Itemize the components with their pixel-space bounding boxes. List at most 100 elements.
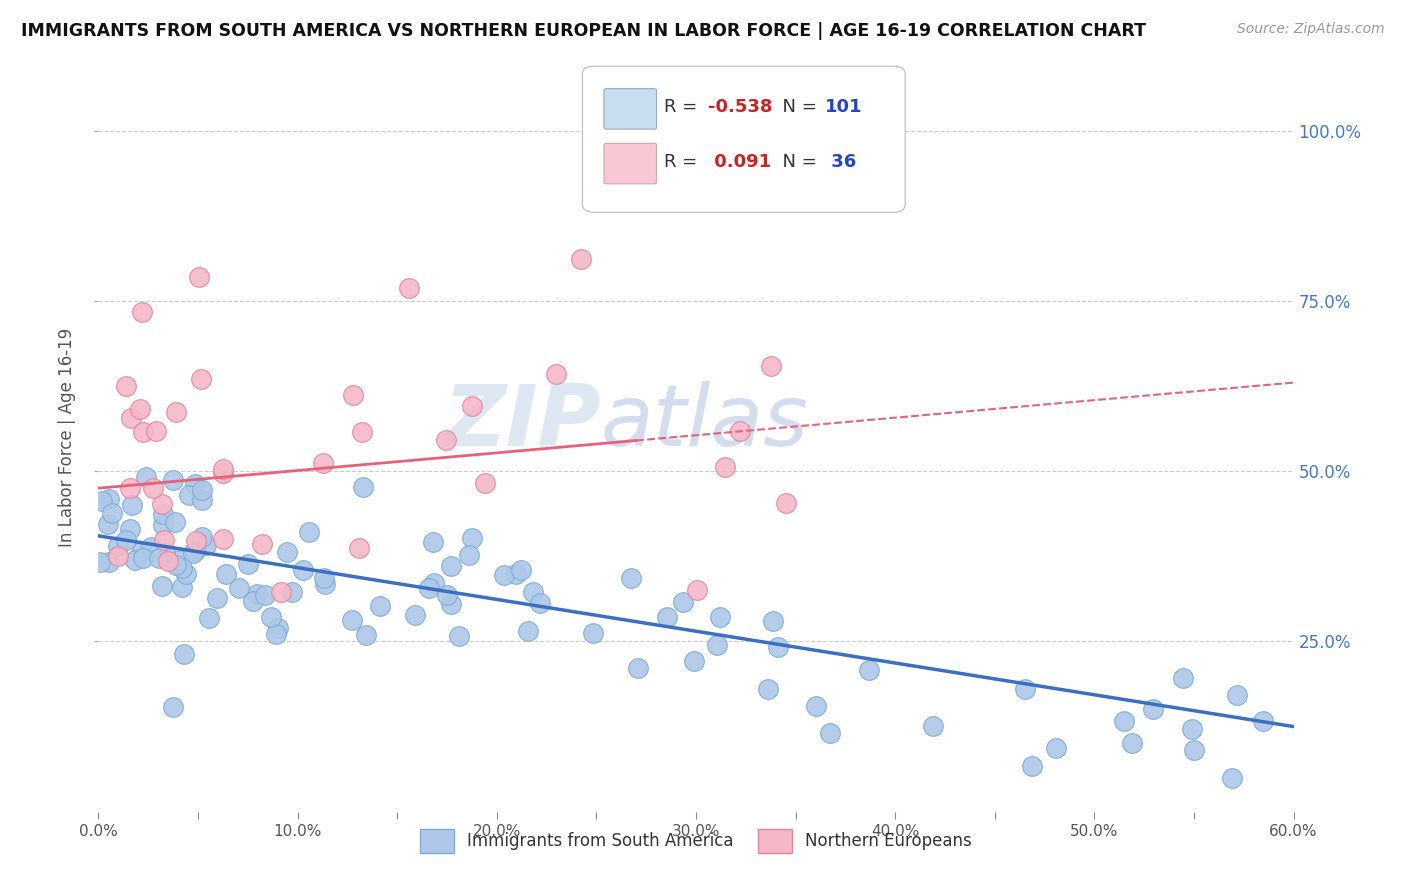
Point	[804, 699, 827, 714]
Point	[97, 491, 120, 506]
Point	[276, 545, 298, 559]
Point	[298, 525, 321, 540]
FancyBboxPatch shape	[605, 144, 657, 184]
Point	[205, 591, 228, 605]
Point	[922, 718, 945, 732]
Point	[818, 726, 841, 740]
Point	[312, 571, 335, 585]
Point	[215, 567, 238, 582]
Point	[177, 488, 200, 502]
Point	[1142, 702, 1164, 716]
Point	[186, 534, 208, 549]
Point	[152, 518, 174, 533]
Text: 101: 101	[825, 98, 862, 116]
Point	[142, 481, 165, 495]
Point	[129, 401, 152, 416]
Point	[162, 473, 184, 487]
Point	[349, 541, 371, 555]
Point	[120, 410, 142, 425]
Point	[449, 629, 471, 643]
Point	[195, 538, 218, 552]
Point	[115, 533, 138, 547]
Point	[434, 434, 457, 448]
Point	[266, 621, 288, 635]
Text: atlas: atlas	[600, 381, 808, 464]
Point	[422, 576, 444, 591]
Point	[145, 424, 167, 438]
Point	[135, 470, 157, 484]
Point	[457, 549, 479, 563]
Point	[1021, 759, 1043, 773]
Point	[115, 379, 138, 393]
Point	[546, 368, 568, 382]
Point	[191, 483, 214, 497]
Text: N =: N =	[772, 153, 823, 171]
Point	[460, 531, 482, 545]
Point	[1182, 743, 1205, 757]
Point	[418, 581, 440, 595]
Point	[1014, 681, 1036, 696]
Point	[246, 587, 269, 601]
Point	[89, 555, 111, 569]
Point	[766, 640, 789, 655]
Point	[181, 546, 204, 560]
Point	[163, 515, 186, 529]
Point	[713, 459, 735, 474]
Point	[709, 610, 731, 624]
Text: 36: 36	[825, 153, 856, 171]
Point	[683, 655, 706, 669]
Point	[173, 647, 195, 661]
Point	[1226, 688, 1249, 702]
Point	[172, 561, 194, 575]
FancyBboxPatch shape	[605, 88, 657, 129]
Point	[190, 492, 212, 507]
Point	[253, 588, 276, 602]
Point	[150, 579, 173, 593]
Point	[672, 595, 695, 609]
Point	[440, 558, 463, 573]
Point	[165, 404, 187, 418]
Point	[165, 558, 187, 572]
Text: Source: ZipAtlas.com: Source: ZipAtlas.com	[1237, 22, 1385, 37]
Point	[131, 543, 153, 558]
Point	[152, 507, 174, 521]
Point	[176, 567, 198, 582]
Point	[474, 476, 496, 491]
Point	[101, 506, 124, 520]
Point	[228, 581, 250, 595]
Point	[132, 425, 155, 439]
Point	[775, 496, 797, 510]
Point	[655, 610, 678, 624]
Text: IMMIGRANTS FROM SOUTH AMERICA VS NORTHERN EUROPEAN IN LABOR FORCE | AGE 16-19 CO: IMMIGRANTS FROM SOUTH AMERICA VS NORTHER…	[21, 22, 1146, 40]
Point	[350, 425, 373, 440]
Point	[150, 498, 173, 512]
Point	[404, 608, 426, 623]
Point	[139, 540, 162, 554]
Point	[522, 585, 544, 599]
Text: 0.091: 0.091	[709, 153, 770, 171]
Point	[281, 585, 304, 599]
Point	[124, 552, 146, 566]
Point	[172, 580, 194, 594]
Point	[436, 588, 458, 602]
Point	[509, 563, 531, 577]
Point	[686, 583, 709, 598]
Text: -0.538: -0.538	[709, 98, 772, 116]
Point	[627, 661, 650, 675]
Point	[260, 610, 283, 624]
Point	[91, 493, 114, 508]
Point	[354, 628, 377, 642]
Point	[236, 557, 259, 571]
Point	[184, 476, 207, 491]
Point	[494, 567, 516, 582]
Point	[270, 585, 292, 599]
Point	[198, 611, 221, 625]
Point	[211, 532, 233, 546]
Point	[132, 551, 155, 566]
Point	[153, 533, 176, 547]
Point	[569, 252, 592, 266]
Point	[212, 462, 235, 476]
Point	[264, 627, 287, 641]
Point	[97, 516, 120, 531]
Point	[120, 481, 142, 495]
